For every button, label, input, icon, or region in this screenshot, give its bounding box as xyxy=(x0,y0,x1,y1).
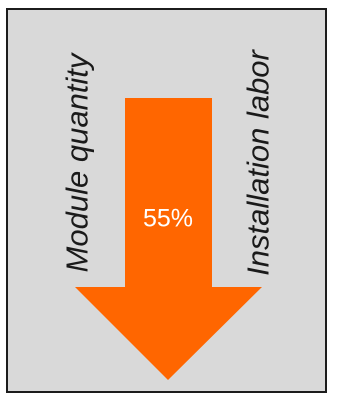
installation-labor-label: Installation labor xyxy=(240,50,276,276)
module-quantity-label: Module quantity xyxy=(59,53,95,273)
percent-label: 55% xyxy=(142,204,194,233)
down-arrow-shape xyxy=(75,98,262,380)
